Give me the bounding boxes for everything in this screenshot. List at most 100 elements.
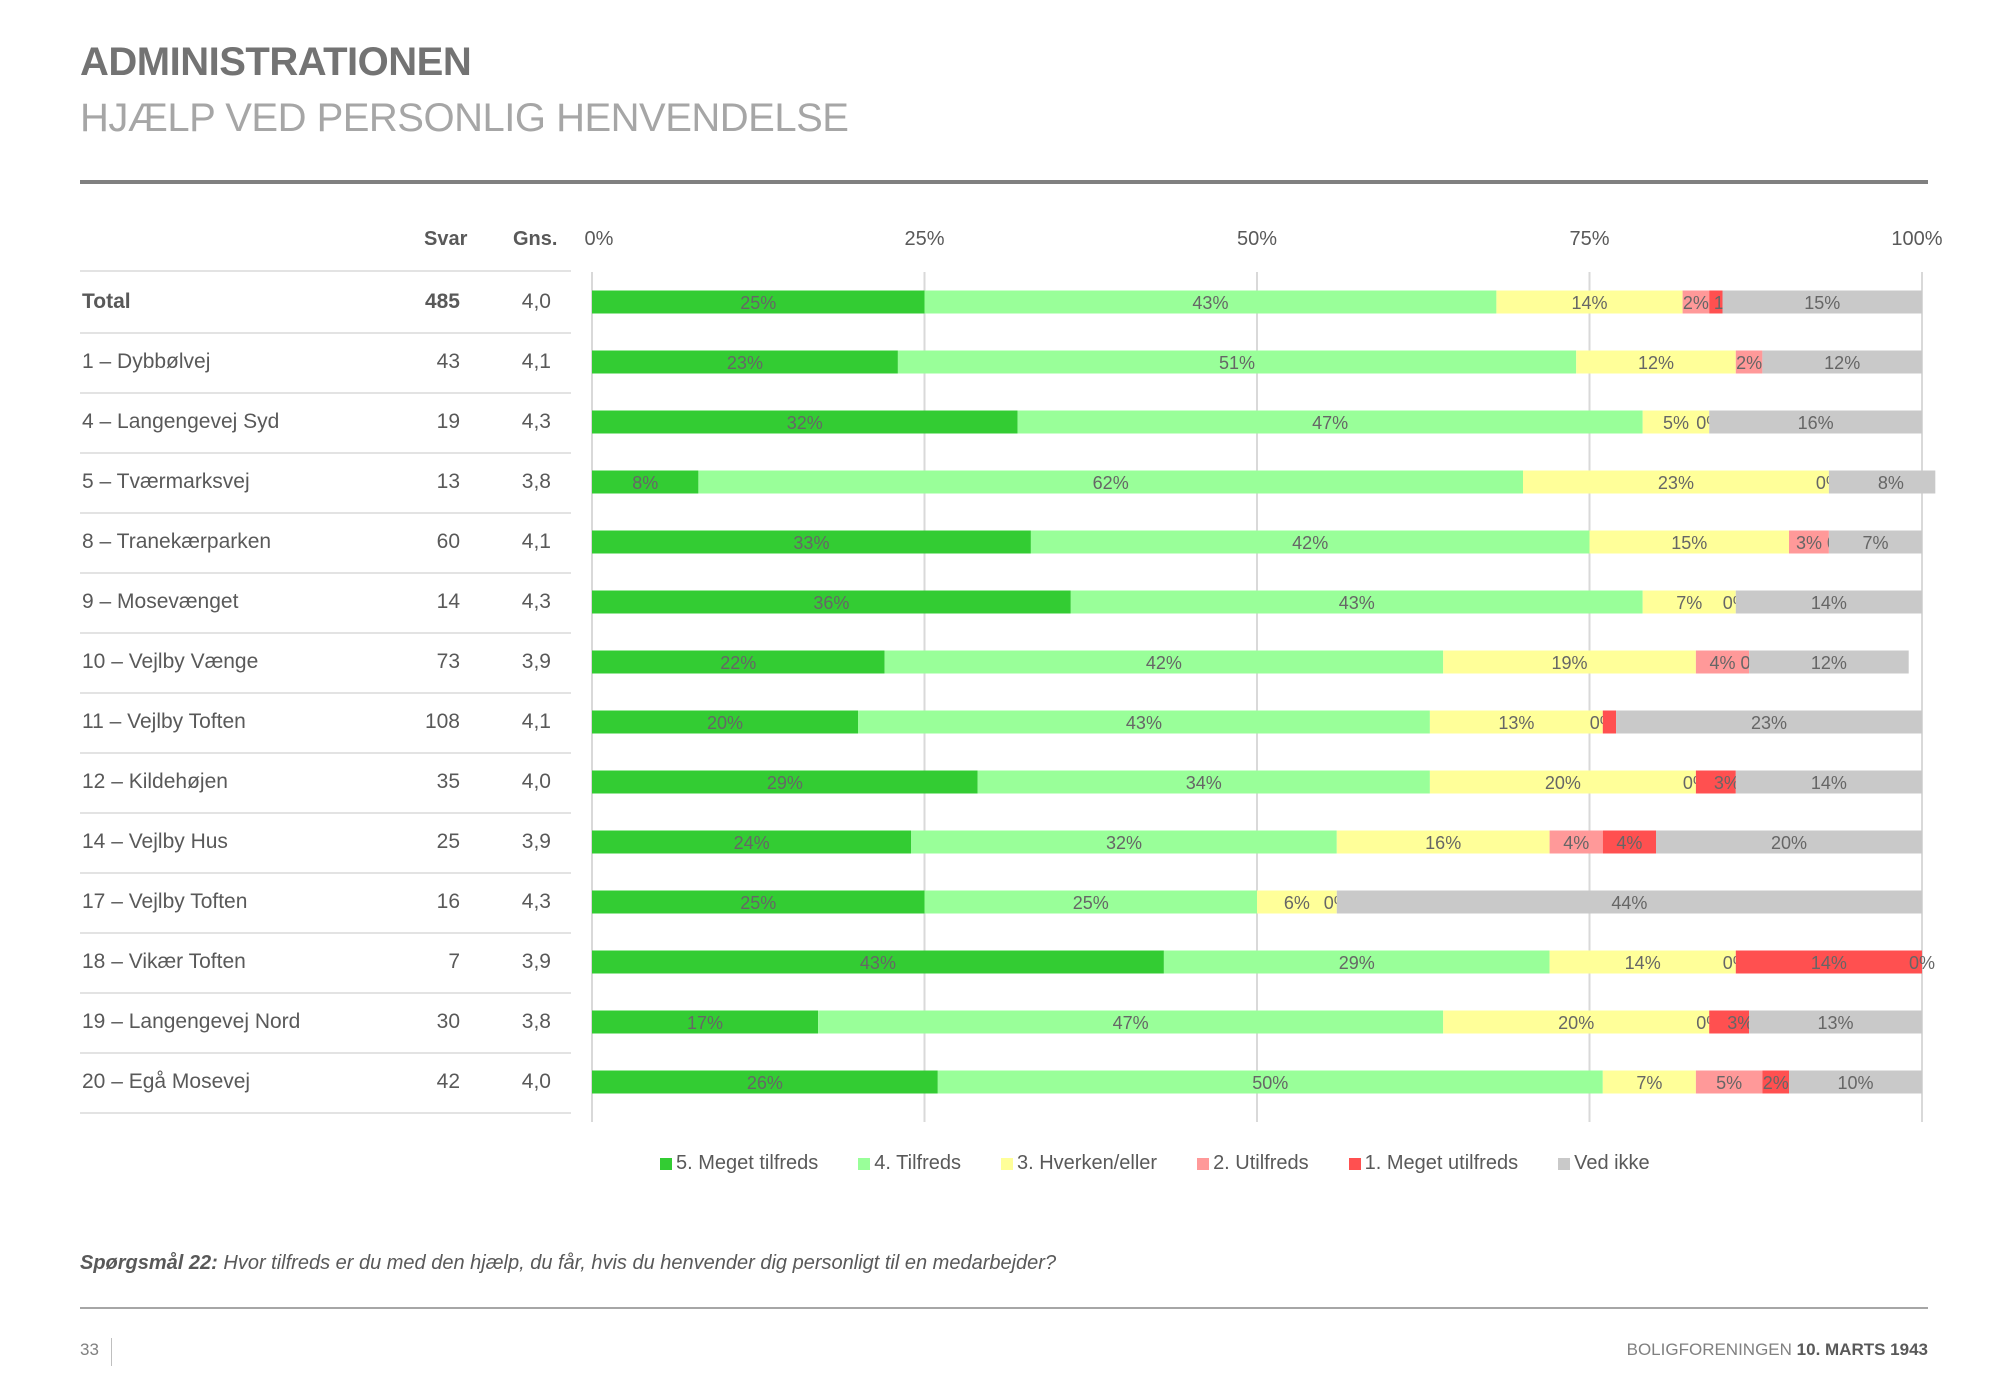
bar-segment bbox=[924, 890, 1257, 914]
legend-item: 3. Hverken/eller bbox=[1001, 1152, 1157, 1175]
data-label: 3% bbox=[1727, 1013, 1753, 1033]
data-label: 6% bbox=[1284, 893, 1310, 913]
data-label: 43% bbox=[1126, 713, 1162, 733]
bar-segment bbox=[592, 290, 925, 314]
bar-segment bbox=[1070, 590, 1643, 614]
category-label: 18 – Vikær Toften bbox=[82, 950, 246, 973]
data-label: 62% bbox=[1093, 473, 1129, 493]
legend-label: 4. Tilfreds bbox=[874, 1152, 961, 1174]
bar-segment bbox=[1523, 470, 1829, 494]
data-label: 20% bbox=[707, 713, 743, 733]
svar-header: Svar bbox=[424, 228, 468, 250]
bar-segment bbox=[977, 770, 1430, 794]
data-label: 20% bbox=[1558, 1013, 1594, 1033]
table-row: 8 – Tranekærparken 60 4,1 bbox=[80, 512, 571, 574]
legend-item: 1. Meget utilfreds bbox=[1348, 1152, 1518, 1175]
data-label: 29% bbox=[1339, 953, 1375, 973]
svar-value: 60 bbox=[436, 530, 460, 553]
gns-header: Gns. bbox=[513, 228, 558, 250]
question-text: Spørgsmål 22: Hvor tilfreds er du med de… bbox=[80, 1252, 1056, 1275]
chart-legend: 5. Meget tilfreds 4. Tilfreds 3. Hverken/e… bbox=[660, 1152, 1690, 1175]
data-label: 26% bbox=[747, 1073, 783, 1093]
table-row: 18 – Vikær Toften 7 3,9 bbox=[80, 932, 571, 994]
bar-segment bbox=[592, 710, 858, 734]
data-label: 12% bbox=[1824, 353, 1860, 373]
footer-org: BOLIGFORENINGEN bbox=[1626, 1340, 1797, 1359]
data-label: 3% bbox=[1714, 773, 1740, 793]
data-label: 14% bbox=[1811, 593, 1847, 613]
legend-label: Ved ikke bbox=[1574, 1152, 1650, 1174]
gns-value: 3,8 bbox=[521, 470, 551, 493]
svar-value: 30 bbox=[436, 1010, 460, 1033]
svar-value: 13 bbox=[436, 470, 460, 493]
bar-segment bbox=[1762, 1070, 1789, 1094]
legend-swatch bbox=[1001, 1157, 1013, 1170]
bar-segment bbox=[1443, 1010, 1710, 1034]
data-label: 5% bbox=[1716, 1073, 1742, 1093]
x-tick-label: 100% bbox=[1891, 228, 1943, 250]
bar-segment bbox=[1789, 530, 1829, 554]
category-label: 5 – Tværmarksvej bbox=[82, 470, 250, 493]
bar-segment bbox=[1163, 950, 1550, 974]
footer-org-date: BOLIGFORENINGEN 10. MARTS 1943 bbox=[1627, 1340, 1928, 1360]
legend-label: 2. Utilfreds bbox=[1213, 1152, 1309, 1174]
svar-value: 19 bbox=[436, 410, 460, 433]
bar-segment bbox=[592, 410, 1018, 434]
gns-value: 3,9 bbox=[521, 950, 551, 973]
bar-segment bbox=[1762, 350, 1922, 374]
table-header-divider bbox=[80, 270, 571, 272]
top-divider bbox=[80, 180, 1928, 184]
svar-value: 25 bbox=[436, 830, 460, 853]
gns-value: 4,0 bbox=[521, 1070, 551, 1093]
page-number: 33 bbox=[80, 1338, 112, 1366]
bar-segment bbox=[884, 650, 1444, 674]
data-label: 43% bbox=[860, 953, 896, 973]
data-label: 32% bbox=[1106, 833, 1142, 853]
data-label: 7% bbox=[1862, 533, 1888, 553]
bar-segment bbox=[592, 1070, 938, 1094]
svar-value: 485 bbox=[424, 290, 460, 313]
gns-value: 4,1 bbox=[521, 350, 551, 373]
data-label: 13% bbox=[1818, 1013, 1854, 1033]
data-label: 8% bbox=[632, 473, 658, 493]
svar-value: 16 bbox=[436, 890, 460, 913]
data-label: 23% bbox=[1751, 713, 1787, 733]
bar-segment bbox=[1549, 830, 1603, 854]
legend-swatch bbox=[858, 1157, 871, 1170]
legend-swatch bbox=[1348, 1157, 1361, 1170]
data-label: 13% bbox=[1498, 713, 1534, 733]
data-label: 25% bbox=[1073, 893, 1109, 913]
bar-segment bbox=[1642, 410, 1710, 434]
category-label: 19 – Langengevej Nord bbox=[82, 1010, 301, 1033]
data-label: 47% bbox=[1312, 413, 1348, 433]
data-label: 12% bbox=[1638, 353, 1674, 373]
gns-value: 3,8 bbox=[521, 1010, 551, 1033]
data-label: 36% bbox=[813, 593, 849, 613]
data-label: 8% bbox=[1878, 473, 1904, 493]
bar-segment bbox=[911, 830, 1337, 854]
legend-item: 5. Meget tilfreds bbox=[660, 1152, 818, 1175]
bar-segment bbox=[1735, 350, 1763, 374]
data-label: 2% bbox=[1763, 1073, 1789, 1093]
bar-segment bbox=[1828, 470, 1936, 494]
page-title: ADMINISTRATIONEN bbox=[80, 40, 472, 84]
data-label: 43% bbox=[1339, 593, 1375, 613]
bar-segment bbox=[1429, 770, 1696, 794]
table-row: 11 – Vejlby Toften 108 4,1 bbox=[80, 692, 571, 754]
data-label: 14% bbox=[1811, 773, 1847, 793]
legend-item: Ved ikke bbox=[1558, 1152, 1650, 1175]
bar-segment bbox=[592, 770, 978, 794]
data-label: 24% bbox=[734, 833, 770, 853]
bar-segment bbox=[1735, 590, 1922, 614]
category-label: 17 – Vejlby Toften bbox=[82, 890, 248, 913]
x-tick-label: 25% bbox=[904, 228, 945, 250]
data-label: 0% bbox=[1909, 953, 1935, 973]
table-row: 1 – Dybbølvej 43 4,1 bbox=[80, 332, 571, 394]
category-label: 10 – Vejlby Vænge bbox=[82, 650, 259, 673]
data-label: 14% bbox=[1625, 953, 1661, 973]
data-label: 15% bbox=[1804, 293, 1840, 313]
bar-segment bbox=[592, 890, 925, 914]
data-label: 22% bbox=[720, 653, 756, 673]
bar-segment bbox=[1257, 890, 1337, 914]
